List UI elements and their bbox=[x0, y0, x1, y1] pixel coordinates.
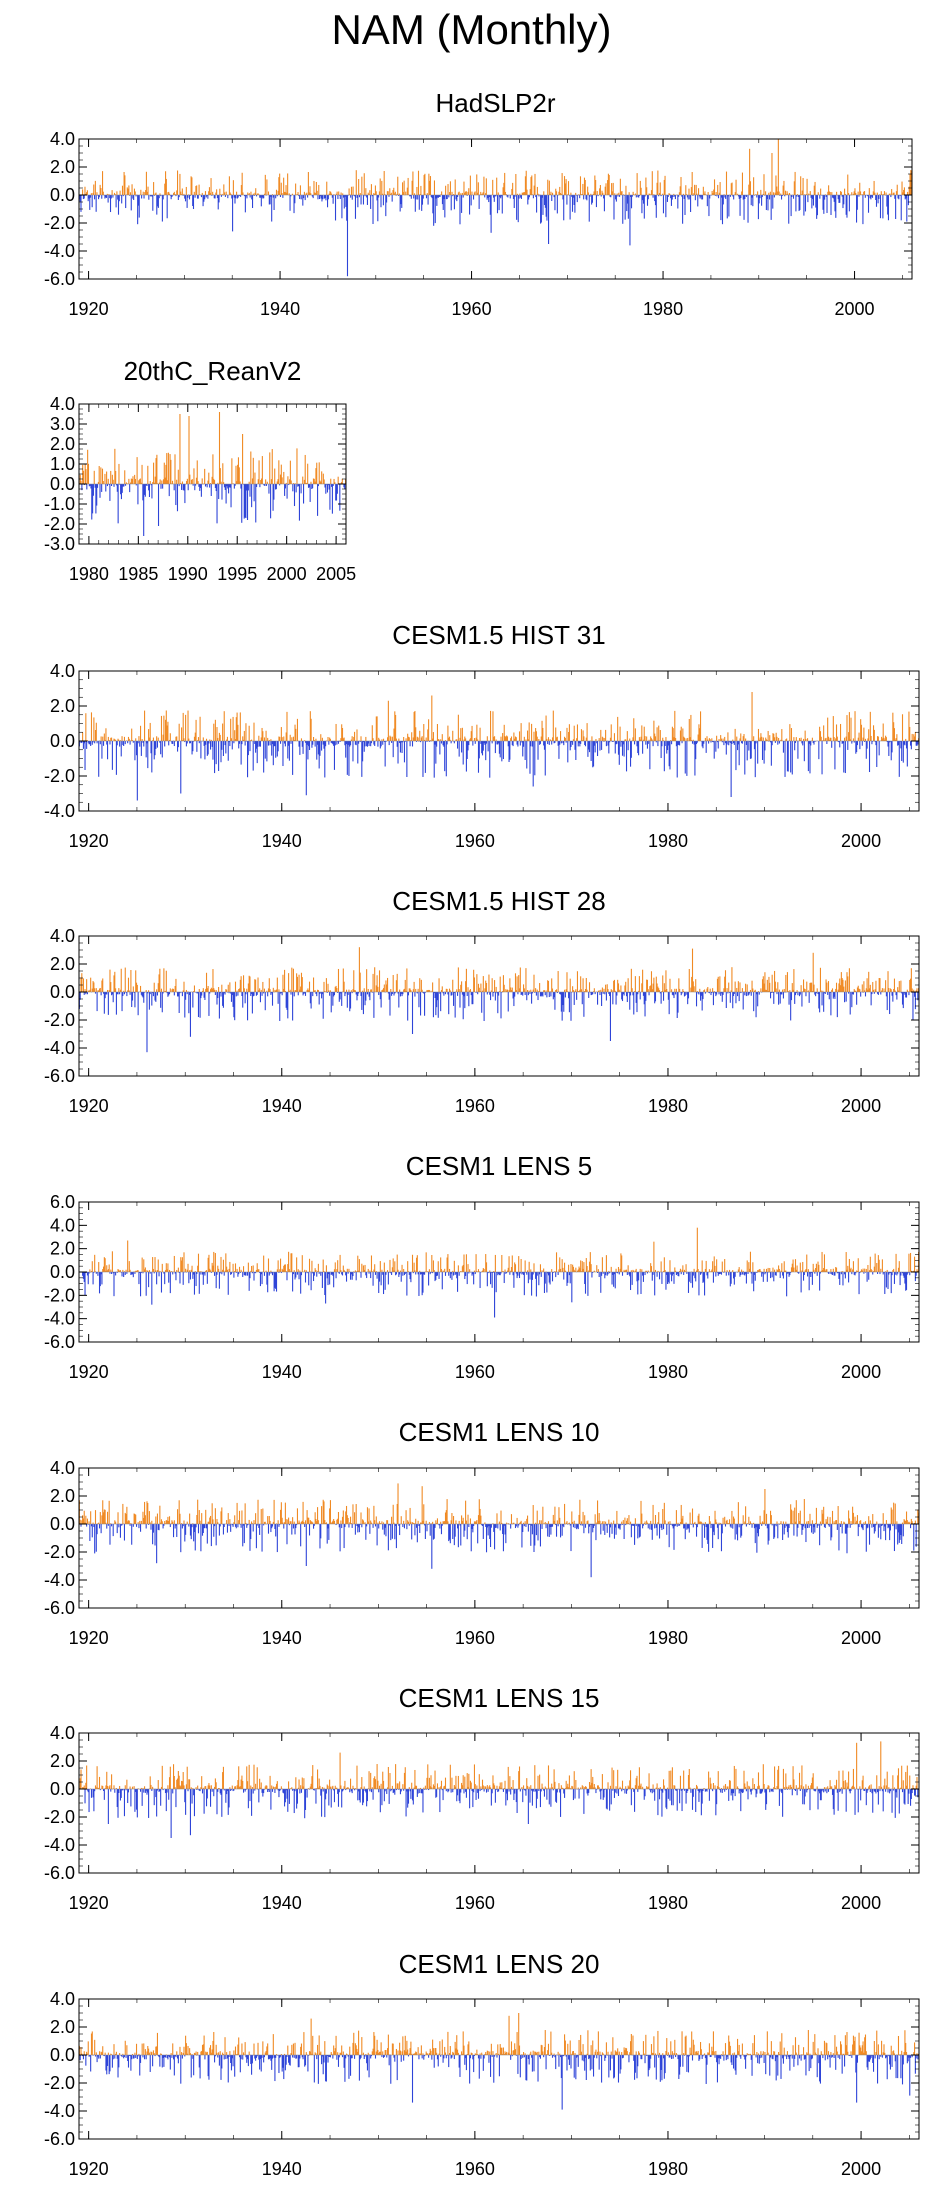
y-tick-label: -1.0 bbox=[44, 494, 75, 514]
panel-title: CESM1.5 HIST 28 bbox=[392, 886, 605, 916]
x-tick-label: 2000 bbox=[841, 831, 881, 851]
x-tick-label: 1980 bbox=[643, 299, 683, 319]
bar-series bbox=[78, 139, 913, 277]
y-tick-label: 0.0 bbox=[50, 185, 75, 205]
x-tick-label: 1940 bbox=[262, 831, 302, 851]
panel-4: CESM1.5 HIST 28 4.0 2.0 0.0 -2.0 -4.0 -6.0 1920… bbox=[44, 886, 920, 1116]
bar-series bbox=[78, 1227, 920, 1318]
x-tick-label: 1920 bbox=[69, 831, 109, 851]
y-tick-label: -6.0 bbox=[44, 1066, 75, 1086]
y-tick-label: 4.0 bbox=[50, 926, 75, 946]
y-tick-label: 0.0 bbox=[50, 474, 75, 494]
y-tick-label: 2.0 bbox=[50, 954, 75, 974]
x-tick-label: 1960 bbox=[452, 299, 492, 319]
x-tick-label: 1995 bbox=[217, 564, 257, 584]
x-tick-label: 1990 bbox=[168, 564, 208, 584]
panel-3: CESM1.5 HIST 31 4.0 2.0 0.0 -2.0 -4.0 1920 1940… bbox=[44, 620, 920, 851]
y-tick-label: 0.0 bbox=[50, 731, 75, 751]
y-tick-label: 4.0 bbox=[50, 129, 75, 149]
x-tick-label: 2000 bbox=[841, 1096, 881, 1116]
x-tick-label: 1980 bbox=[648, 831, 688, 851]
y-tick-label: -4.0 bbox=[44, 801, 75, 821]
y-tick-label: 2.0 bbox=[50, 157, 75, 177]
y-tick-label: 0.0 bbox=[50, 982, 75, 1002]
panel-2: 20thC_ReanV2 4.03.02.01.00.0-1.0-2.0-3.0 1… bbox=[44, 356, 356, 584]
panel-1: HadSLP2r 4.0 2.0 0.0 -2.0 -4.0 -6.0 1920 1940 196… bbox=[44, 88, 913, 319]
plot-frame bbox=[78, 935, 920, 1077]
y-tick-label: 1.0 bbox=[50, 454, 75, 474]
x-tick-label: 1980 bbox=[69, 564, 109, 584]
bar-series bbox=[78, 692, 920, 801]
x-tick-label: 1985 bbox=[118, 564, 158, 584]
x-tick-label: 2000 bbox=[835, 299, 875, 319]
panel-title: CESM1 LENS 5 bbox=[406, 1151, 592, 1181]
panel-title: CESM1.5 HIST 31 bbox=[392, 620, 605, 650]
y-tick-label: 4.0 bbox=[50, 394, 75, 414]
x-tick-label: 1940 bbox=[262, 1096, 302, 1116]
y-tick-label: 2.0 bbox=[50, 696, 75, 716]
y-tick-label: -2.0 bbox=[44, 213, 75, 233]
panel-title: 20thC_ReanV2 bbox=[124, 356, 302, 386]
x-tick-label: 2005 bbox=[316, 564, 356, 584]
x-tick-label: 1960 bbox=[455, 1096, 495, 1116]
panel-5: CESM1 LENS 56.04.02.00.0-2.0-4.0-6.01920… bbox=[44, 1151, 920, 1382]
y-tick-label: 4.0 bbox=[50, 661, 75, 681]
y-tick-label: -3.0 bbox=[44, 534, 75, 554]
y-tick-label: -6.0 bbox=[44, 269, 75, 289]
y-tick-label: 3.0 bbox=[50, 414, 75, 434]
x-tick-label: 1960 bbox=[455, 831, 495, 851]
x-tick-label: 1920 bbox=[69, 299, 109, 319]
y-tick-label: -2.0 bbox=[44, 514, 75, 534]
y-tick-label: -4.0 bbox=[44, 1038, 75, 1058]
x-tick-label: 1920 bbox=[69, 1096, 109, 1116]
y-tick-label: -4.0 bbox=[44, 241, 75, 261]
y-tick-label: 2.0 bbox=[50, 434, 75, 454]
bar-series bbox=[78, 412, 347, 536]
plot-frame bbox=[78, 138, 913, 280]
panel-title: HadSLP2r bbox=[436, 88, 556, 118]
figure-title: NAM (Monthly) bbox=[331, 6, 612, 53]
x-tick-label: 1980 bbox=[648, 1096, 688, 1116]
y-tick-label: -2.0 bbox=[44, 1010, 75, 1030]
x-tick-label: 2000 bbox=[267, 564, 307, 584]
x-tick-label: 1940 bbox=[260, 299, 300, 319]
y-tick-label: -2.0 bbox=[44, 766, 75, 786]
bar-series bbox=[78, 947, 920, 1053]
